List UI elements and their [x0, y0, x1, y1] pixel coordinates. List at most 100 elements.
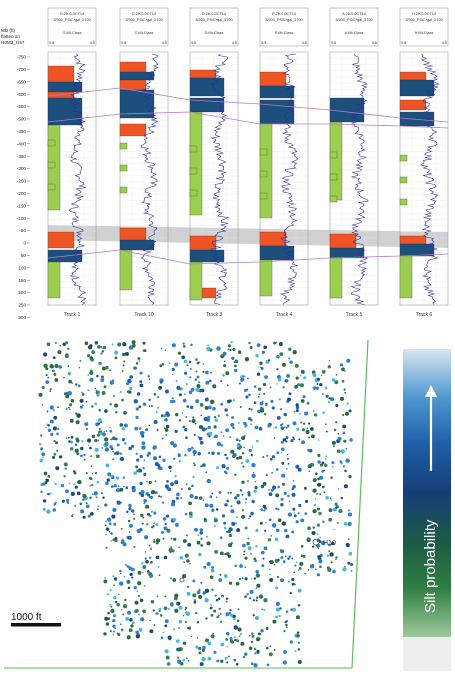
- track-scale-max: 4.5: [302, 41, 307, 45]
- probability-dot: [212, 508, 214, 510]
- probability-dot: [130, 624, 134, 628]
- depth-tick-label: 100: [18, 265, 26, 270]
- probability-dot: [110, 605, 113, 608]
- probability-dot: [265, 360, 270, 364]
- probability-dot: [251, 462, 256, 468]
- probability-dot: [287, 397, 291, 402]
- probability-dot: [135, 407, 139, 411]
- probability-dot: [261, 400, 264, 403]
- probability-dot: [166, 528, 171, 533]
- probability-dot: [174, 480, 179, 485]
- probability-dot: [288, 357, 291, 360]
- probability-dot: [228, 533, 233, 538]
- probability-dot: [327, 567, 332, 573]
- facies-block-sand: [119, 249, 133, 291]
- probability-dot: [172, 443, 178, 448]
- probability-dot: [263, 546, 268, 551]
- probability-dot: [101, 432, 106, 437]
- depth-tick-label: -500: [17, 117, 27, 122]
- probability-dot: [247, 546, 252, 551]
- probability-dot: [259, 401, 264, 406]
- probability-dot: [164, 484, 169, 489]
- probability-dot: [285, 623, 288, 627]
- probability-dot: [157, 396, 160, 398]
- probability-dot: [57, 406, 60, 409]
- probability-dot: [182, 342, 185, 345]
- probability-dot: [135, 415, 139, 420]
- probability-dot: [268, 492, 273, 497]
- colorbar-base: [403, 637, 451, 671]
- probability-dot: [288, 500, 291, 503]
- probability-dot: [143, 349, 147, 353]
- probability-dot: [262, 382, 267, 387]
- probability-dot: [155, 538, 161, 543]
- probability-dot: [313, 503, 316, 507]
- probability-dot: [262, 481, 267, 486]
- probability-dot: [45, 374, 48, 377]
- probability-dot: [297, 512, 300, 515]
- probability-dot: [200, 414, 203, 417]
- probability-dot: [243, 553, 245, 556]
- track-header-line2: 3/500_PSiC*gal_5700: [265, 18, 302, 22]
- probability-dot: [112, 614, 116, 618]
- probability-dot: [138, 633, 140, 635]
- probability-dot: [247, 480, 249, 482]
- probability-dot: [252, 599, 255, 602]
- probability-dot: [45, 478, 49, 483]
- probability-dot: [211, 588, 214, 591]
- probability-dot: [161, 530, 164, 534]
- probability-dot: [159, 380, 163, 384]
- probability-dot: [112, 395, 115, 398]
- probability-dot: [134, 426, 139, 431]
- probability-dot: [344, 469, 347, 473]
- probability-dot: [172, 457, 176, 460]
- probability-dot: [122, 364, 125, 367]
- probability-dot: [79, 359, 82, 362]
- probability-dot: [109, 588, 112, 591]
- probability-dot: [152, 445, 157, 450]
- probability-dot: [53, 439, 56, 443]
- probability-dot: [139, 371, 143, 375]
- depth-tick-label: -600: [17, 92, 27, 97]
- probability-dot: [180, 497, 183, 500]
- probability-dot: [218, 578, 223, 582]
- probability-dot: [116, 500, 121, 505]
- probability-dot: [157, 464, 161, 468]
- probability-dot: [194, 378, 198, 381]
- facies-block-sand: [329, 257, 343, 299]
- probability-dot: [294, 385, 298, 389]
- probability-dot: [149, 573, 154, 578]
- probability-dot: [49, 390, 52, 392]
- probability-dot: [317, 460, 321, 464]
- probability-dot: [205, 370, 209, 375]
- probability-dot: [281, 461, 285, 465]
- probability-dot: [46, 410, 49, 413]
- probability-dot: [84, 422, 89, 427]
- probability-dot: [84, 341, 89, 346]
- probability-dot: [119, 572, 122, 575]
- probability-dot: [38, 392, 43, 397]
- probability-dot: [96, 374, 99, 378]
- probability-dot: [319, 475, 324, 480]
- probability-dot: [228, 527, 233, 532]
- probability-dot: [69, 418, 74, 423]
- probability-dot: [339, 396, 345, 401]
- probability-dot: [114, 437, 118, 441]
- probability-dot: [148, 495, 152, 499]
- probability-dot: [113, 596, 117, 600]
- probability-dot: [241, 378, 245, 382]
- probability-dot: [198, 381, 200, 384]
- probability-dot: [199, 528, 204, 532]
- probability-dot: [68, 379, 72, 384]
- depth-axis: MD (ft) flatten on H0M2_G57: [1, 28, 25, 45]
- probability-dot: [230, 341, 233, 344]
- track-5: A:2b-0-0CT14 3/500_PSiC*gal_5700 A:Mt-Clas…: [329, 7, 379, 318]
- probability-dot: [330, 499, 333, 501]
- depth-tick-label: 0: [23, 241, 26, 246]
- probability-dot: [138, 627, 143, 632]
- probability-dot: [332, 466, 334, 468]
- probability-dot: [87, 514, 91, 518]
- probability-dot: [267, 423, 270, 426]
- probability-dot: [170, 603, 174, 607]
- facies-block-orange: [329, 233, 357, 249]
